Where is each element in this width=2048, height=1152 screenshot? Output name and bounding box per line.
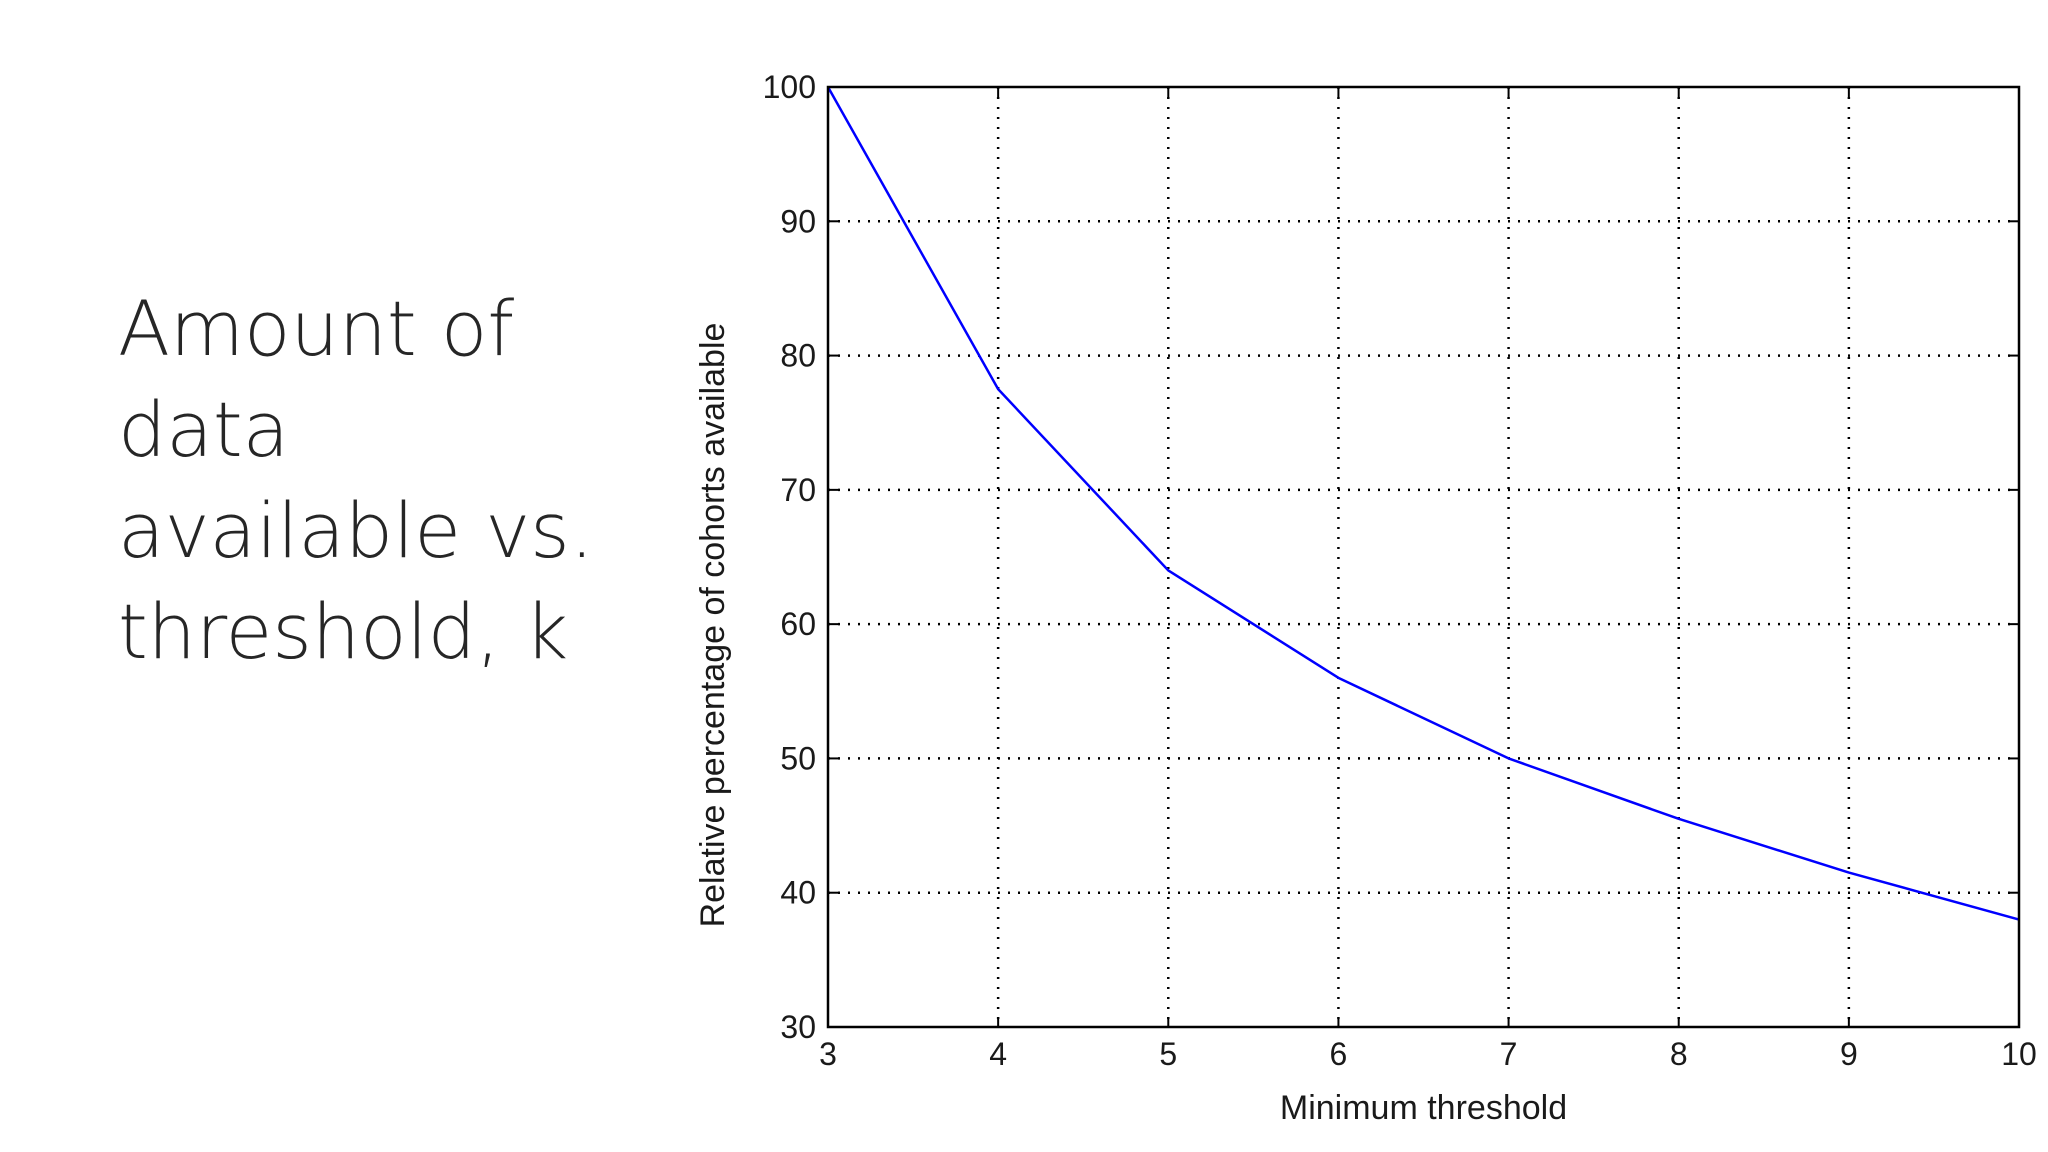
slide-title: Amount of data available vs. threshold, … — [118, 278, 638, 682]
slide-title-line-3: available vs. — [118, 486, 594, 575]
x-tick-label: 10 — [2001, 1036, 2037, 1072]
x-tick-label: 8 — [1670, 1036, 1688, 1072]
x-tick-label: 6 — [1330, 1036, 1348, 1072]
y-tick-label: 30 — [780, 1009, 816, 1045]
x-axis-label: Minimum threshold — [1280, 1089, 1567, 1127]
x-tick-label: 4 — [989, 1036, 1007, 1072]
x-tick-label: 7 — [1500, 1036, 1518, 1072]
slide-title-line-2: data — [118, 385, 290, 474]
slide-title-line-4: threshold, k — [118, 587, 569, 676]
y-tick-label: 80 — [780, 338, 816, 374]
y-tick-label: 50 — [780, 740, 816, 776]
x-tick-label: 3 — [819, 1036, 837, 1072]
series-line — [826, 86, 2020, 921]
slide-title-line-1: Amount of — [118, 284, 515, 373]
y-tick-label: 90 — [780, 203, 816, 239]
x-tick-label: 5 — [1159, 1036, 1177, 1072]
y-tick-label: 60 — [780, 606, 816, 642]
plot-frame — [826, 85, 2021, 1029]
y-tick-label: 70 — [780, 472, 816, 508]
tick-layer: 3 4 5 6 7 8 9 10 30 40 50 60 70 80 90 100 — [763, 69, 2037, 1072]
y-tick-label: 40 — [780, 875, 816, 911]
grid-layer — [828, 87, 2019, 1027]
series-layer — [826, 86, 2020, 921]
y-tick-label: 100 — [763, 69, 816, 105]
y-axis-label: Relative percentage of cohorts available — [694, 323, 732, 928]
x-tick-label: 9 — [1840, 1036, 1858, 1072]
